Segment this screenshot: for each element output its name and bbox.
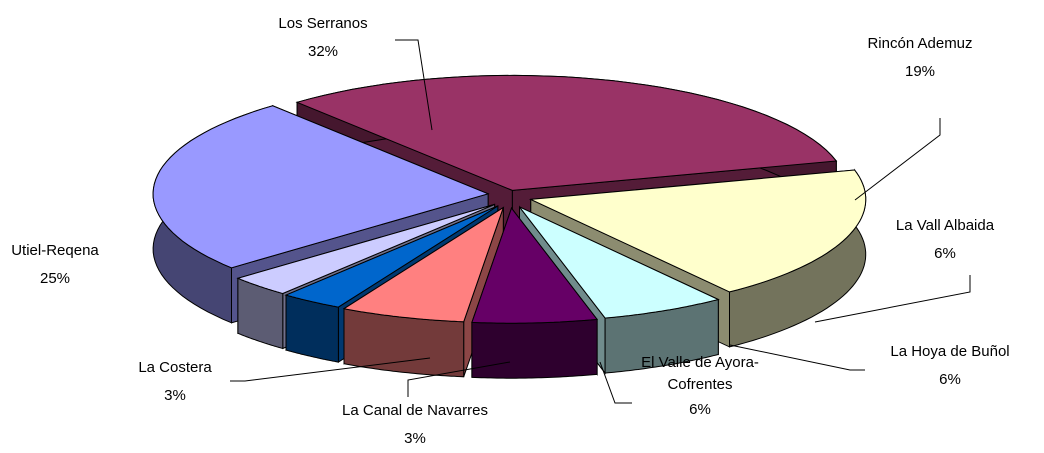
slice-label: La Canal de Navarres 3% <box>342 397 488 453</box>
slice-label: Utiel-Reqena 25% <box>11 237 99 293</box>
leader-line <box>395 39 433 131</box>
category-label: La Canal de Navarres <box>342 402 488 419</box>
leader-line <box>599 361 632 404</box>
value-label: 19% <box>904 63 936 80</box>
value-label: 6% <box>939 371 961 388</box>
slice-label: La Costera 3% <box>138 354 211 410</box>
leader-line <box>729 344 865 371</box>
slice-top <box>295 74 838 191</box>
category-label: Rincón Ademuz <box>867 35 973 52</box>
slice-side <box>471 318 598 379</box>
slice-label: Los Serranos 32% <box>278 10 367 66</box>
value-label: 3% <box>164 387 186 404</box>
slice-label: La Vall Albaida 6% <box>896 212 994 268</box>
slice-label: El Valle de Ayora-Cofrentes 6% <box>630 352 770 424</box>
slice-top <box>236 203 495 295</box>
value-label: 6% <box>689 401 711 418</box>
leader-line <box>854 118 941 201</box>
slice-top <box>471 207 599 324</box>
slice-top <box>528 169 867 293</box>
category-label: La Hoya de Buñol <box>890 343 1010 360</box>
leader-line <box>407 361 511 397</box>
value-label: 25% <box>39 270 71 287</box>
slice-label: Rincón Ademuz 19% <box>867 30 972 86</box>
value-label: 3% <box>404 430 426 447</box>
slice-label: La Hoya de Buñol 6% <box>890 338 1009 394</box>
value-label: 6% <box>934 245 956 262</box>
leader-line <box>814 275 971 323</box>
slice-top <box>152 105 490 269</box>
leader-line <box>230 357 431 382</box>
slice-top <box>519 206 720 319</box>
category-label: La Vall Albaida <box>895 217 995 234</box>
category-label: El Valle de Ayora-Cofrentes <box>641 354 759 393</box>
category-label: Los Serranos <box>278 15 368 32</box>
value-label: 32% <box>307 43 339 60</box>
slice-top <box>342 206 505 323</box>
slice-top <box>284 205 499 308</box>
category-label: La Costera <box>138 359 212 376</box>
category-label: Utiel-Reqena <box>11 242 99 259</box>
